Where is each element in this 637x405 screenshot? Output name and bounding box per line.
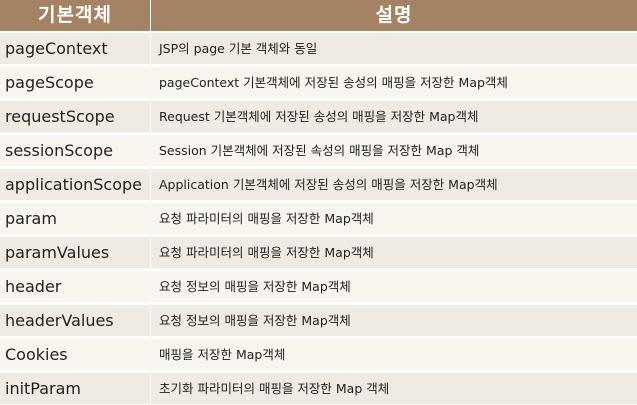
table-row: pageContext JSP의 page 기본 객체와 동일 [0,31,637,65]
table-row: pageScope pageContext 기본객체에 저장된 송성의 매핑을 … [0,65,637,99]
object-name-cell: header [0,271,150,302]
description-cell: Request 기본객체에 저장된 송성의 매핑을 저장한 Map객체 [151,101,637,132]
object-name-cell: applicationScope [0,169,150,200]
description-cell: 요청 정보의 매핑을 저장한 Map객체 [151,305,637,336]
table-row: applicationScope Application 기본객체에 저장된 송… [0,167,637,201]
object-name-cell: requestScope [0,101,150,132]
object-name-cell: sessionScope [0,135,150,166]
description-cell: Session 기본객체에 저장된 속성의 매핑을 저장한 Map 객체 [151,135,637,166]
description-cell: 매핑을 저장한 Map객체 [151,339,637,370]
description-cell: 요청 파라미터의 매핑을 저장한 Map객체 [151,203,637,234]
table-row: headerValues 요청 정보의 매핑을 저장한 Map객체 [0,303,637,337]
description-cell: 초기화 파라미터의 매핑을 저장한 Map 객체 [151,373,637,404]
table-row: requestScope Request 기본객체에 저장된 송성의 매핑을 저… [0,99,637,133]
object-name-cell: pageScope [0,67,150,98]
object-name-cell: pageContext [0,33,150,64]
table-row: sessionScope Session 기본객체에 저장된 속성의 매핑을 저… [0,133,637,167]
description-cell: pageContext 기본객체에 저장된 송성의 매핑을 저장한 Map객체 [151,67,637,98]
object-name-cell: param [0,203,150,234]
description-cell: 요청 파라미터의 매핑을 저장한 Map객체 [151,237,637,268]
table-row: param 요청 파라미터의 매핑을 저장한 Map객체 [0,201,637,235]
table-body: pageContext JSP의 page 기본 객체와 동일 pageScop… [0,31,637,405]
header-divider [150,0,151,31]
object-name-cell: initParam [0,373,150,404]
description-cell: JSP의 page 기본 객체와 동일 [151,33,637,64]
description-cell: Application 기본객체에 저장된 송성의 매핑을 저장한 Map객체 [151,169,637,200]
table-row: header 요청 정보의 매핑을 저장한 Map객체 [0,269,637,303]
column-header-description: 설명 [375,4,413,26]
object-name-cell: Cookies [0,339,150,370]
table-row: Cookies 매핑을 저장한 Map객체 [0,337,637,371]
table-row: initParam 초기화 파라미터의 매핑을 저장한 Map 객체 [0,371,637,405]
object-name-cell: paramValues [0,237,150,268]
description-cell: 요청 정보의 매핑을 저장한 Map객체 [151,271,637,302]
column-header-object: 기본객체 [38,4,112,26]
table-row: paramValues 요청 파라미터의 매핑을 저장한 Map객체 [0,235,637,269]
object-name-cell: headerValues [0,305,150,336]
table-header: 기본객체 설명 [0,0,637,31]
